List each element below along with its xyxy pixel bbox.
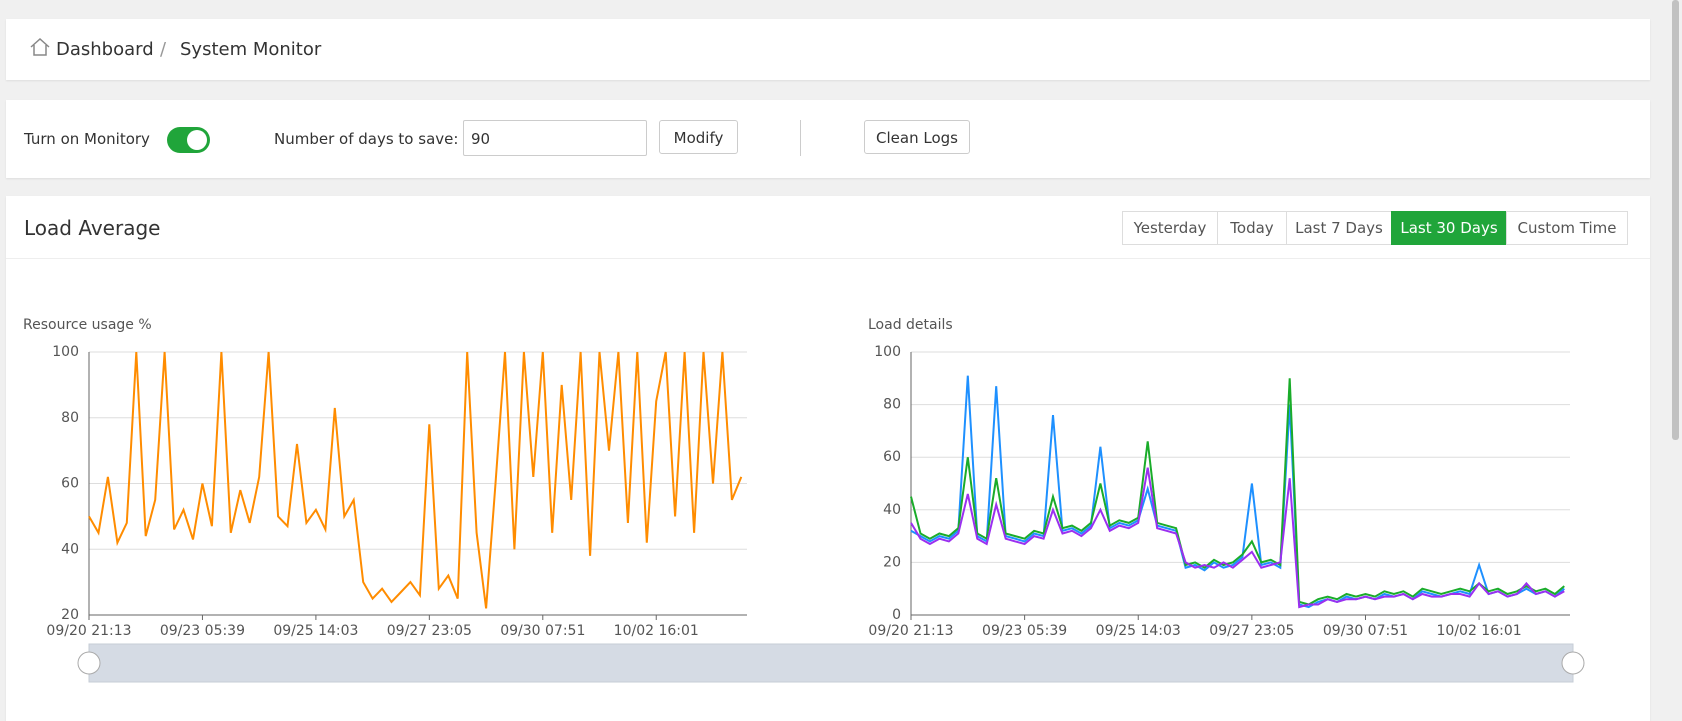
days-input[interactable]: 90 [463,120,647,156]
breadcrumb-link[interactable]: Dashboard [56,39,154,60]
y-tick-label: 40 [883,502,901,518]
panel-title: Load Average [24,216,161,240]
x-tick-label: 09/23 05:39 [982,623,1067,639]
x-tick-label: 10/02 16:01 [614,623,699,639]
breadcrumb-current: System Monitor [180,39,322,60]
data-line [910,375,1565,609]
y-tick-label: 0 [892,607,901,623]
range-button[interactable]: Yesterday [1122,211,1218,245]
load-card: Load Average [6,196,1650,721]
y-tick-label: 20 [883,554,901,570]
chart-title: Load details [868,317,953,333]
y-tick-label: 80 [61,410,79,426]
chart-title: Resource usage % [23,317,152,333]
zoom-handle[interactable] [1561,651,1585,675]
x-tick-label: 10/02 16:01 [1437,623,1522,639]
x-tick-label: 09/30 07:51 [500,623,585,639]
y-tick-label: 40 [61,541,79,557]
x-tick-label: 09/23 05:39 [160,623,245,639]
charts: Resource usage % 20 40 60 80 100 09/20 21:13 09… [23,317,1585,683]
monitor-toggle[interactable] [167,127,210,153]
x-tick-label: 09/20 21:13 [868,623,953,639]
x-tick-label: 09/27 23:05 [1209,623,1294,639]
y-tick-label: 100 [874,344,901,360]
range-button[interactable]: Last 7 Days [1286,211,1392,245]
x-tick-label: 09/25 14:03 [1096,623,1181,639]
scrollbar[interactable] [1672,0,1679,440]
x-tick-label: 09/30 07:51 [1323,623,1408,639]
header-card: Dashboard / System Monitor [6,19,1650,80]
zoom-slider [88,643,1574,683]
y-tick-label: 60 [883,449,901,465]
x-tick-label: 09/20 21:13 [46,623,131,639]
x-tick-label: 09/27 23:05 [387,623,472,639]
controls-card: Turn on Monitory Number of days to save:… [6,100,1650,178]
y-tick-label: 60 [61,476,79,492]
modify-button[interactable]: Modify [659,120,738,154]
range-button[interactable]: Today [1217,211,1287,245]
days-label: Number of days to save: [274,130,459,148]
y-tick-label: 80 [883,397,901,413]
data-line [910,378,1565,606]
y-tick-label: 100 [52,344,79,360]
y-tick-label: 20 [61,607,79,623]
data-line [910,467,1565,609]
panel-divider [6,258,1650,259]
clean-logs-button[interactable]: Clean Logs [864,120,970,154]
home-icon[interactable] [28,35,52,59]
range-button[interactable]: Custom Time [1506,211,1628,245]
range-button[interactable]: Last 30 Days [1391,211,1507,245]
x-tick-label: 09/25 14:03 [273,623,358,639]
monitor-label: Turn on Monitory [24,130,150,148]
divider [800,120,801,156]
breadcrumb-separator: / [160,39,167,60]
data-line [88,351,743,609]
zoom-handle[interactable] [77,651,101,675]
